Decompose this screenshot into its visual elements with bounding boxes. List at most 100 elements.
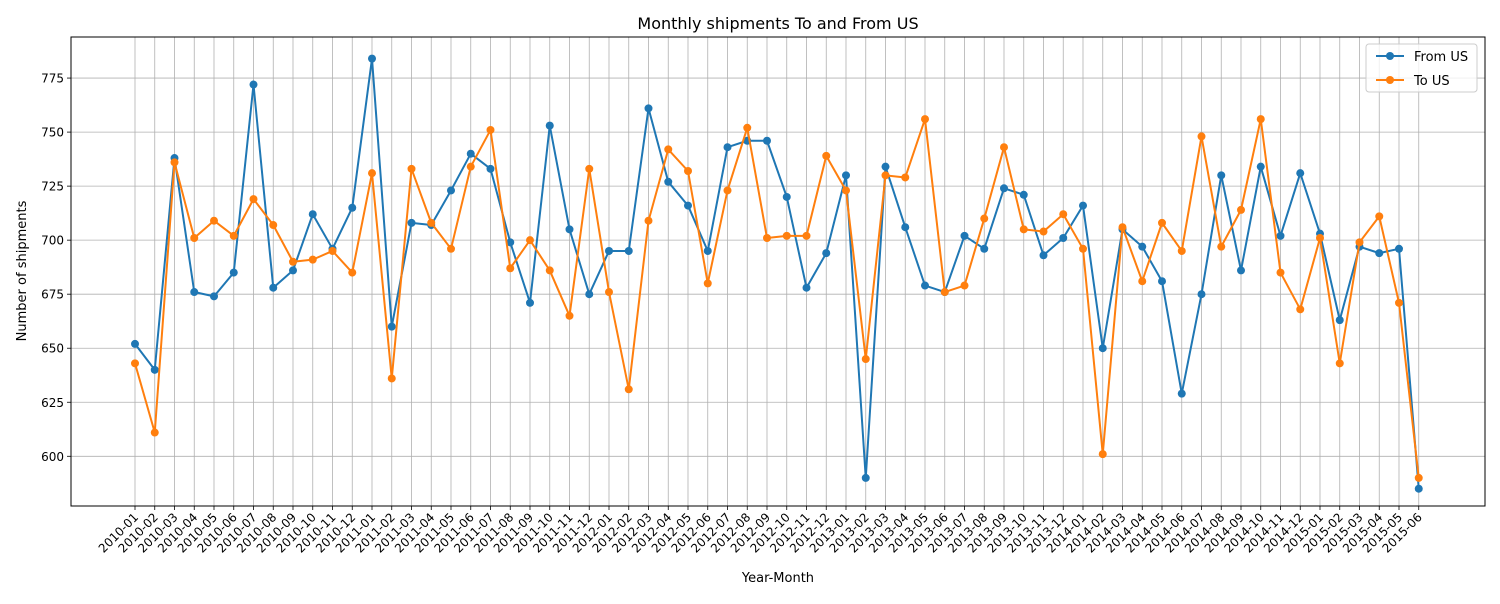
data-point-from-us bbox=[1000, 184, 1008, 193]
data-point-to-us bbox=[842, 186, 850, 195]
data-point-from-us bbox=[387, 322, 396, 331]
data-point-from-us bbox=[1079, 201, 1087, 210]
data-point-from-us bbox=[881, 162, 890, 171]
data-point-to-us bbox=[1039, 227, 1048, 236]
plot-frame bbox=[70, 36, 1486, 507]
data-point-from-us bbox=[368, 54, 376, 63]
data-point-from-us bbox=[1256, 162, 1265, 171]
legend: From US To US bbox=[1365, 43, 1478, 93]
data-point-from-us bbox=[506, 238, 515, 247]
data-point-to-us bbox=[802, 231, 811, 240]
data-point-to-us bbox=[1335, 359, 1344, 368]
data-point-from-us bbox=[822, 249, 831, 258]
data-point-to-us bbox=[1276, 268, 1285, 277]
data-point-to-us bbox=[447, 244, 455, 253]
y-tick-label: 625 bbox=[41, 396, 64, 410]
data-point-from-us bbox=[466, 149, 475, 158]
data-point-to-us bbox=[822, 151, 831, 160]
data-point-to-us bbox=[1000, 143, 1008, 152]
data-point-from-us bbox=[1158, 277, 1166, 286]
data-point-from-us bbox=[802, 283, 811, 292]
data-point-from-us bbox=[1414, 484, 1423, 493]
data-point-from-us bbox=[921, 281, 929, 290]
data-point-from-us bbox=[980, 244, 989, 253]
y-tick-label: 750 bbox=[41, 126, 64, 140]
data-point-to-us bbox=[289, 257, 297, 266]
data-point-to-us bbox=[131, 359, 139, 368]
data-point-to-us bbox=[229, 231, 238, 240]
data-point-to-us bbox=[763, 234, 771, 242]
data-point-from-us bbox=[1098, 344, 1107, 353]
series-line-to-us bbox=[134, 118, 1420, 479]
data-point-to-us bbox=[1098, 450, 1107, 459]
data-point-to-us bbox=[190, 234, 199, 242]
data-point-from-us bbox=[1217, 171, 1226, 180]
y-tick-label: 725 bbox=[41, 180, 64, 194]
data-point-to-us bbox=[407, 164, 416, 173]
data-point-to-us bbox=[1138, 277, 1147, 286]
data-point-to-us bbox=[684, 167, 692, 175]
legend-label-from-us: From US bbox=[1414, 50, 1468, 65]
data-point-to-us bbox=[585, 164, 594, 173]
axes: 2010-012010-022010-032010-042010-052010-… bbox=[41, 72, 1425, 556]
data-point-from-us bbox=[150, 365, 159, 374]
data-point-from-us bbox=[308, 210, 317, 219]
data-point-to-us bbox=[269, 221, 278, 230]
data-point-to-us bbox=[1395, 298, 1403, 307]
data-point-to-us bbox=[1217, 242, 1226, 251]
data-point-from-us bbox=[901, 223, 910, 232]
data-point-from-us bbox=[605, 246, 613, 255]
data-point-from-us bbox=[703, 246, 712, 255]
y-tick-label: 650 bbox=[41, 342, 64, 356]
data-point-to-us bbox=[901, 173, 910, 182]
data-point-to-us bbox=[466, 162, 475, 171]
data-point-to-us bbox=[1158, 218, 1166, 227]
data-point-from-us bbox=[447, 186, 455, 195]
data-point-to-us bbox=[881, 171, 890, 180]
y-tick-label: 775 bbox=[41, 72, 64, 86]
data-point-from-us bbox=[229, 268, 238, 277]
chart-title: Monthly shipments To and From US bbox=[637, 14, 918, 33]
data-point-to-us bbox=[328, 246, 337, 255]
data-point-to-us bbox=[723, 186, 732, 195]
data-point-to-us bbox=[960, 281, 969, 290]
data-point-to-us bbox=[1414, 473, 1423, 482]
data-point-to-us bbox=[427, 218, 436, 227]
data-point-to-us bbox=[624, 385, 633, 394]
data-point-from-us bbox=[1276, 231, 1285, 240]
series-line-from-us bbox=[134, 57, 1420, 489]
data-point-from-us bbox=[1237, 266, 1245, 275]
y-tick-label: 700 bbox=[41, 234, 64, 248]
data-point-to-us bbox=[368, 169, 376, 178]
data-point-to-us bbox=[1059, 210, 1068, 219]
data-point-to-us bbox=[1019, 225, 1028, 234]
x-axis-label: Year-Month bbox=[741, 571, 814, 586]
data-point-to-us bbox=[980, 214, 989, 223]
data-point-from-us bbox=[269, 283, 278, 292]
data-point-from-us bbox=[960, 231, 969, 240]
data-point-from-us bbox=[131, 339, 139, 348]
data-point-to-us bbox=[861, 355, 870, 364]
data-point-to-us bbox=[506, 264, 515, 273]
legend-marker-from-us bbox=[1386, 52, 1394, 60]
data-point-to-us bbox=[1177, 246, 1186, 255]
series-from-us bbox=[131, 54, 1423, 493]
data-point-to-us bbox=[1256, 115, 1265, 124]
data-point-from-us bbox=[1177, 389, 1186, 398]
data-point-to-us bbox=[210, 216, 218, 225]
data-point-to-us bbox=[1355, 238, 1364, 247]
data-point-from-us bbox=[664, 177, 673, 186]
data-point-to-us bbox=[486, 125, 495, 134]
legend-label-to-us: To US bbox=[1413, 74, 1450, 89]
data-point-to-us bbox=[545, 266, 554, 275]
data-point-from-us bbox=[782, 192, 791, 201]
gridlines bbox=[71, 37, 1485, 506]
data-point-from-us bbox=[842, 171, 850, 180]
data-point-from-us bbox=[1059, 234, 1068, 242]
data-point-from-us bbox=[526, 298, 534, 307]
data-point-from-us bbox=[861, 473, 870, 482]
data-point-to-us bbox=[1118, 223, 1127, 232]
data-point-to-us bbox=[1079, 244, 1087, 253]
